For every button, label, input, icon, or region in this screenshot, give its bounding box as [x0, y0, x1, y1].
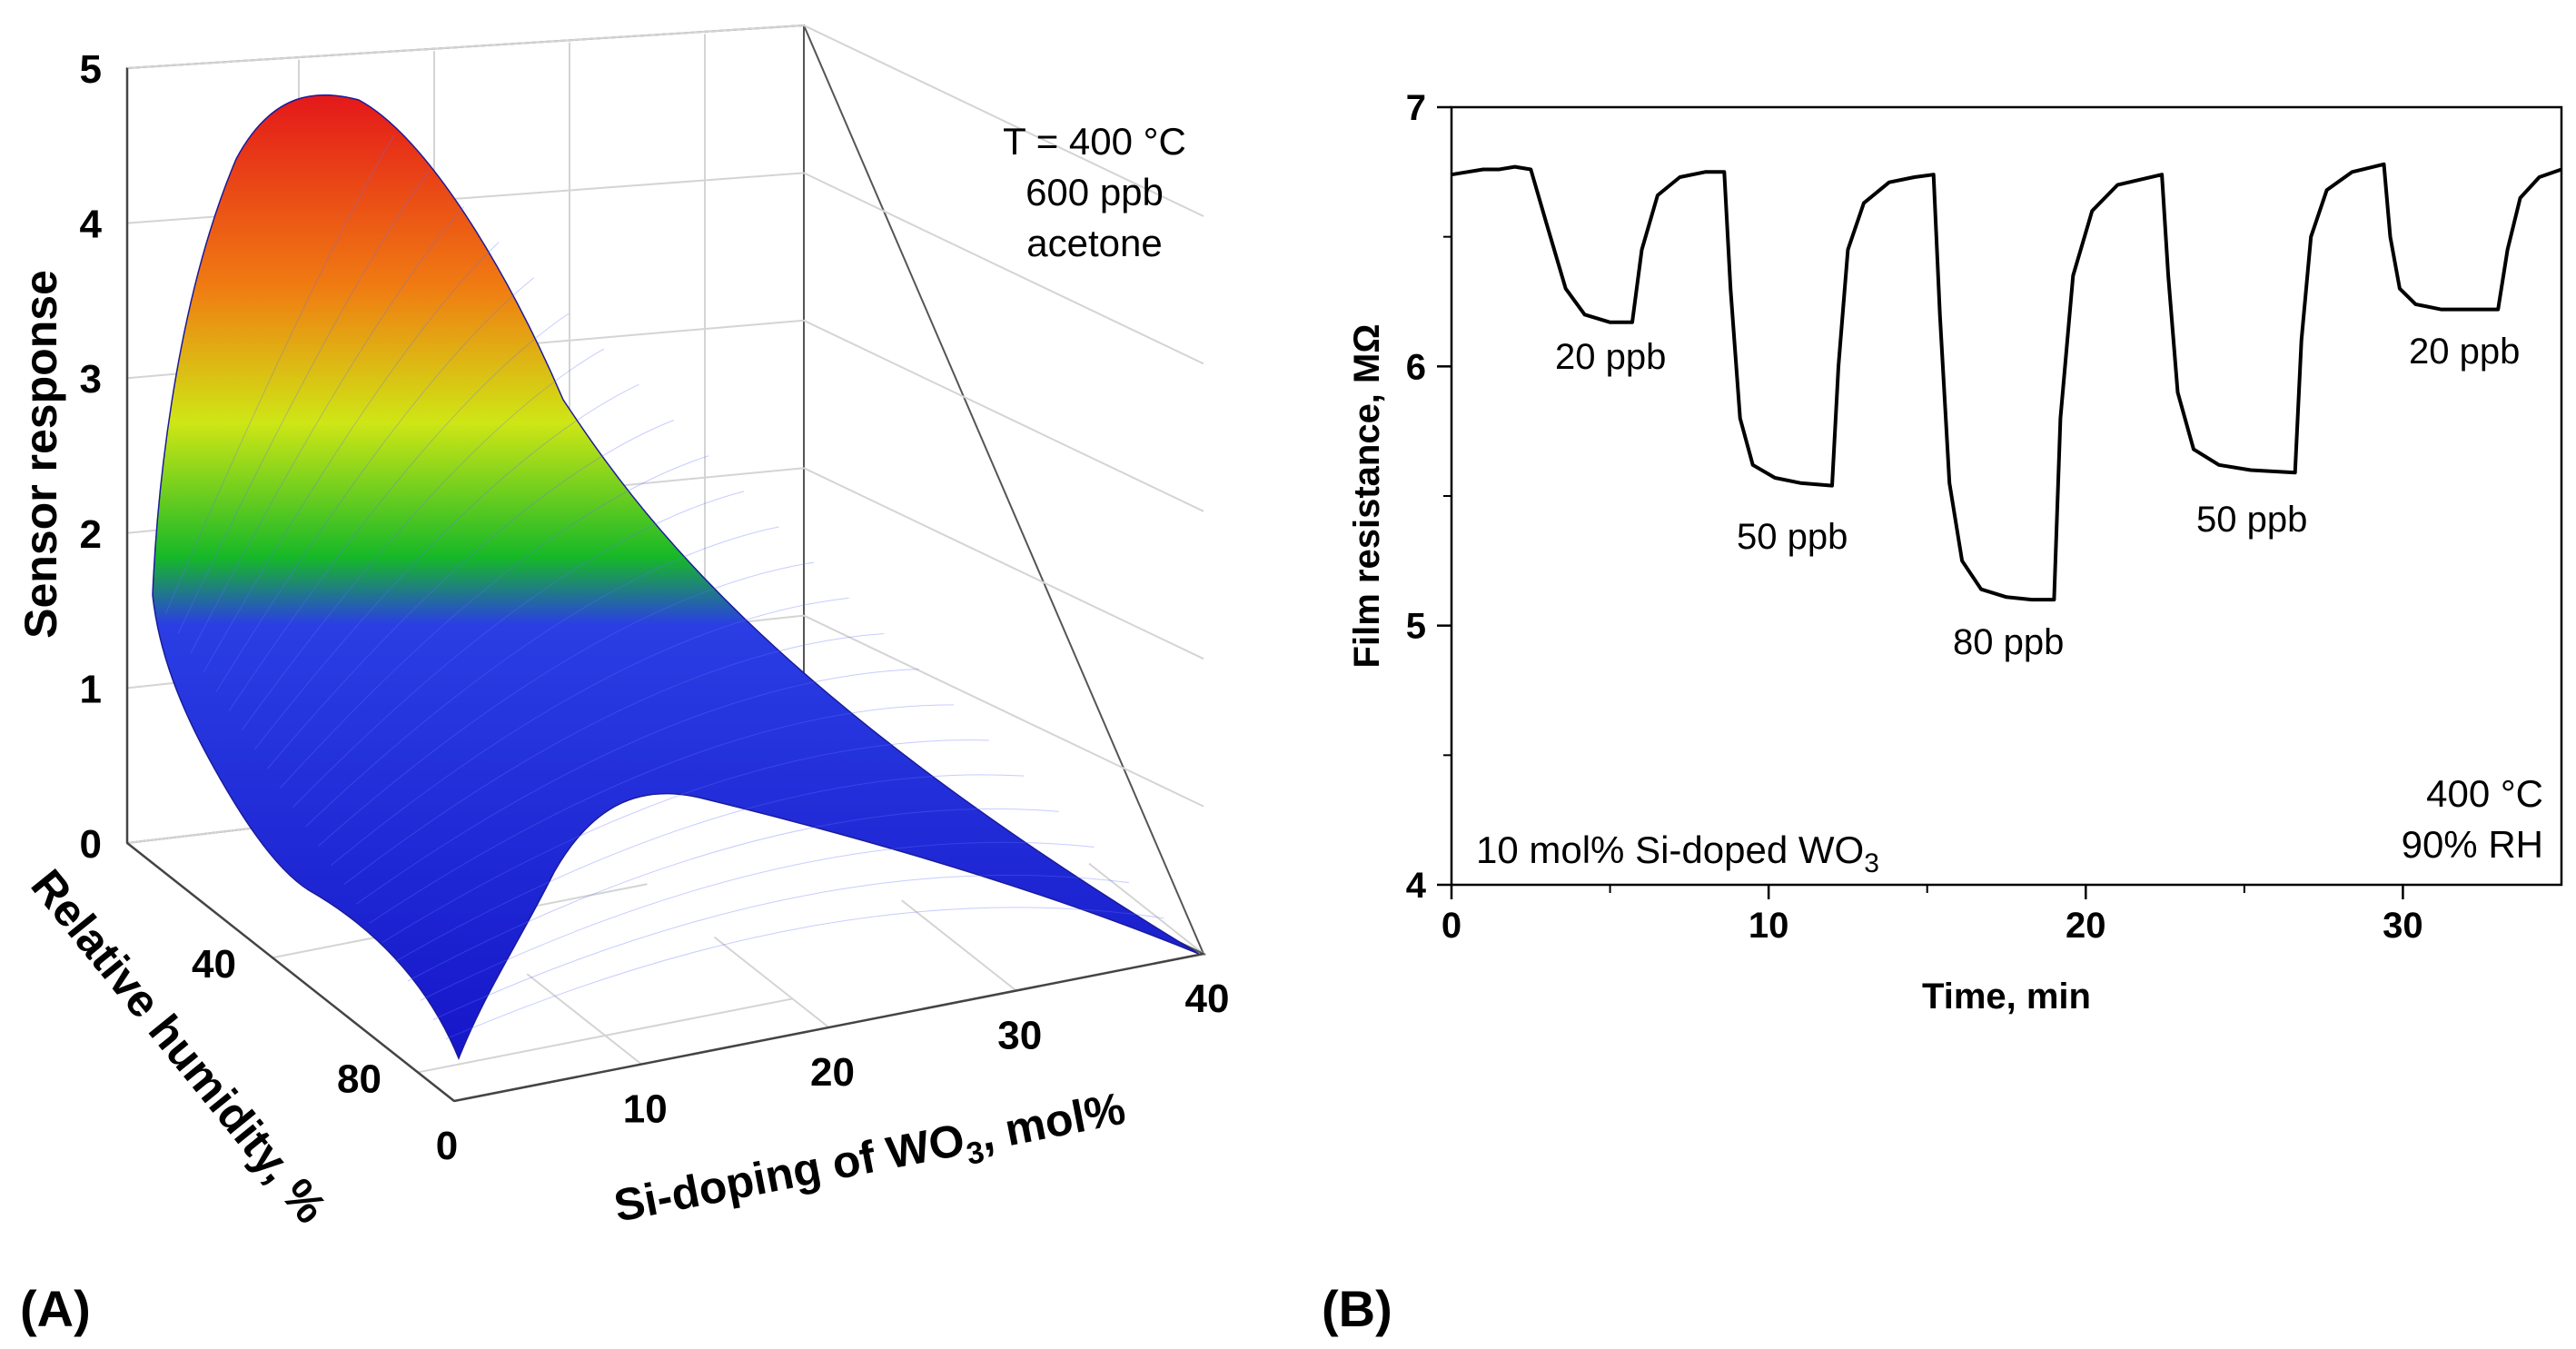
panel-a-mesh-line [356, 669, 919, 905]
panel-a-label: (A) [20, 1280, 91, 1337]
panel-b-y-tick-label: 4 [1406, 866, 1427, 906]
panel-b-label-20ppb-1: 20 ppb [1555, 337, 1666, 377]
panel-a-z-tick-label: 0 [80, 822, 102, 867]
panel-a-floor-gridline [1088, 862, 1204, 955]
panel-a-z-gridline-side [803, 172, 1204, 365]
panel-a-y-ticks: 40 80 [192, 942, 381, 1101]
panel-b-y-tick-label: 7 [1406, 88, 1426, 128]
panel-a-mesh-line [164, 134, 394, 615]
panel-b-label-20ppb-2: 20 ppb [2409, 332, 2520, 372]
panel-b-label-50ppb-2: 50 ppb [2196, 500, 2307, 540]
panel-a-surface-mesh [164, 134, 1164, 1040]
panel-a-x-axis-title-suffix: , mol% [976, 1083, 1129, 1161]
panel-a-mesh-line [190, 206, 465, 653]
panel-a-z-tick-label: 3 [80, 357, 102, 402]
panel-a-z-gridline [126, 25, 805, 69]
panel-a-y-tick-label: 80 [337, 1056, 381, 1101]
panel-a-z-tick-label: 4 [80, 203, 103, 247]
panel-a-z-tick-label: 1 [80, 667, 102, 711]
panel-a-mesh-line [369, 704, 955, 924]
panel-a-z-gridline-side [803, 25, 1204, 217]
panel-a-mesh-line [381, 739, 989, 943]
panel-a-mesh-line [445, 907, 1164, 1040]
panel-a-surface [152, 94, 1200, 1060]
panel-a-z-tick-label: 2 [80, 512, 102, 557]
panel-a-x-axis-title-prefix: Si-doping of WO [609, 1114, 968, 1232]
panel-a-floor-gridline [417, 997, 793, 1074]
panel-b-x-ticks: 0 10 20 30 [1442, 885, 2423, 946]
panel-b-plot-frame [1450, 105, 2563, 887]
panel-b-y-tick-label: 6 [1406, 347, 1426, 387]
panel-a-x-tick-label: 0 [436, 1124, 458, 1168]
panel-a-x-tick-label: 40 [1185, 977, 1230, 1021]
panel-b-x-tick-label: 30 [2383, 906, 2423, 946]
panel-a-floor-gridline [713, 936, 830, 1028]
panel-a-mesh-line [432, 874, 1129, 1020]
panel-a-annotation-line-1: T = 400 °C [1003, 120, 1186, 163]
panel-a-y-axis-title: Relative humidity, % [21, 860, 336, 1233]
panel-a-annotation: T = 400 °C 600 ppb acetone [1003, 120, 1186, 264]
panel-b-condition-temp: 400 °C [2426, 772, 2543, 815]
panel-a-mesh-line [280, 455, 709, 789]
panel-b-y-axis-title: Film resistance, MΩ [1347, 324, 1387, 669]
panel-a-y-tick-label: 40 [192, 942, 236, 987]
panel-a-z-tick-label: 5 [80, 47, 102, 92]
panel-a-z-gridline-side [803, 614, 1204, 808]
panel-a-mesh-line [253, 383, 639, 750]
panel-a-floor-gridline [901, 899, 1017, 992]
panel-b-label-50ppb-1: 50 ppb [1737, 517, 1848, 557]
panel-a-axes [125, 68, 1204, 1103]
panel-a-mesh-line [394, 774, 1025, 963]
panel-b-x-tick-label: 20 [2066, 906, 2106, 946]
panel-a-mesh-line [292, 491, 745, 808]
panel-a-z-ticks: 0 1 2 3 4 5 [80, 47, 103, 867]
panel-b-label-80ppb: 80 ppb [1953, 622, 2064, 662]
panel-b-y-ticks: 4 5 6 7 [1406, 88, 1451, 906]
panel-b-chart: 4 5 6 7 0 10 20 30 20 ppb 50 ppb 80 ppb 50 ppb… [1322, 88, 2563, 1337]
panel-a-mesh-line [266, 420, 675, 769]
panel-a-z-gridline-side [803, 467, 1204, 660]
panel-b-x-tick-label: 0 [1442, 906, 1461, 946]
panel-b-concentration-labels: 20 ppb 50 ppb 80 ppb 50 ppb 20 ppb [1555, 332, 2520, 662]
panel-a-z-axis-title: Sensor response [15, 270, 66, 639]
panel-a-mesh-line [420, 841, 1095, 1001]
panel-a-mesh-line [241, 348, 605, 731]
panel-b-x-tick-label: 10 [1749, 906, 1789, 946]
panel-a-annotation-line-2: 600 ppb [1025, 171, 1164, 213]
panel-a-mesh-line [305, 526, 779, 828]
panel-a-chart: 0 1 2 3 4 5 0 10 20 30 40 40 80 Sensor response Re… [15, 24, 1230, 1337]
panel-a-x-ticks: 0 10 20 30 40 [436, 977, 1230, 1168]
panel-a-x-axis-title: Si-doping of WO3, mol% [609, 1083, 1131, 1240]
panel-b-condition-rh: 90% RH [2402, 823, 2543, 866]
panel-a-floor-gridline [526, 973, 642, 1066]
panel-a-mesh-line [331, 597, 849, 866]
panel-b-legend-prefix: 10 mol% Si-doped WO [1476, 828, 1864, 871]
panel-a-x-tick-label: 10 [623, 1087, 668, 1132]
panel-b-legend-text: 10 mol% Si-doped WO3 [1476, 828, 1879, 878]
panel-a-mesh-line [407, 808, 1059, 982]
panel-a-mesh-line [203, 242, 500, 673]
panel-a-x-tick-label: 20 [810, 1050, 855, 1095]
panel-b-series-line [1451, 162, 2562, 602]
panel-a-annotation-line-3: acetone [1026, 222, 1162, 264]
panel-b-x-axis-title: Time, min [1922, 977, 2091, 1017]
panel-a-mesh-line [215, 277, 535, 692]
panel-a-x-tick-label: 30 [997, 1014, 1042, 1058]
panel-b-legend-sub: 3 [1864, 848, 1879, 878]
panel-a-mesh-line [318, 561, 815, 847]
panel-b-label: (B) [1322, 1280, 1392, 1337]
panel-a-mesh-line [228, 312, 570, 711]
panel-a-mesh-line [177, 171, 430, 634]
panel-b-y-tick-label: 5 [1406, 607, 1426, 647]
panel-a-mesh-line [343, 633, 885, 886]
panel-a-z-gridline-side [803, 319, 1204, 512]
